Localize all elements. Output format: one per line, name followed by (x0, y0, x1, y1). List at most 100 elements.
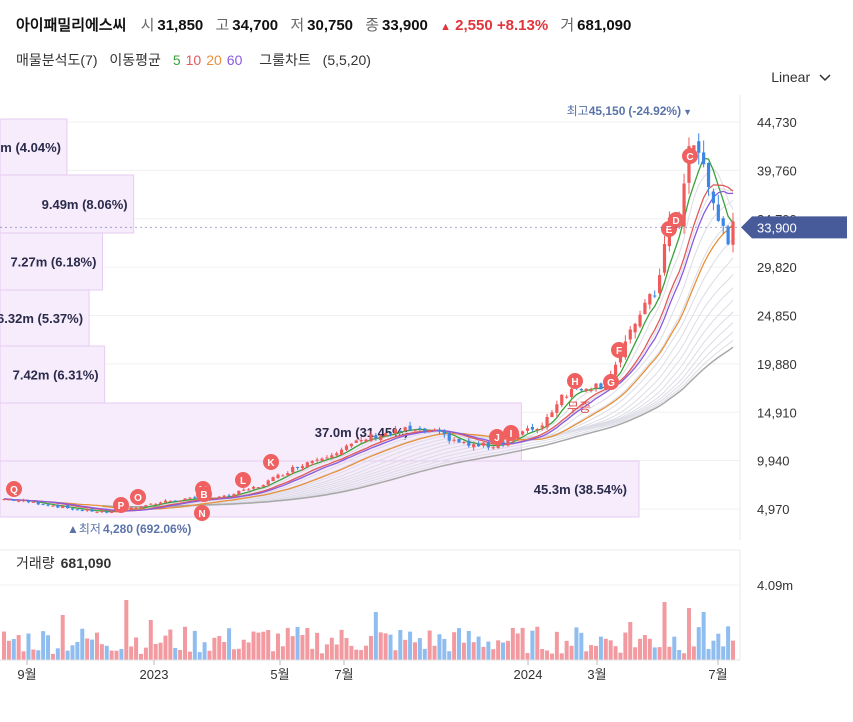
high-annotation: 최고45,150 (-24.92%) ▼ (567, 104, 692, 118)
price-tick-label: 44,730 (757, 115, 797, 130)
time-tick-label: 2023 (140, 667, 169, 682)
event-marker-label: G (607, 378, 615, 389)
candle-body (158, 502, 163, 504)
volume-bar (334, 644, 339, 660)
high-label: 고 (215, 17, 230, 34)
volume-bar (36, 650, 41, 660)
change-pct: +8.13% (496, 17, 549, 34)
candle-body (423, 428, 427, 433)
candle-body (75, 509, 79, 511)
volume-bar (691, 646, 696, 660)
candle-body (105, 511, 109, 513)
volume-bar (134, 637, 139, 660)
volume-bar (501, 642, 506, 660)
candle-body (325, 457, 329, 459)
volume-bar (21, 651, 26, 660)
candle-body (579, 389, 583, 391)
moving-average-toggle[interactable]: 이동평균 (109, 52, 161, 68)
candle-body (163, 500, 168, 503)
volume-bar (285, 627, 290, 660)
volume-bar (657, 647, 662, 660)
scale-dropdown[interactable]: Linear (771, 69, 831, 85)
candle-body (339, 449, 344, 455)
candle-body (344, 445, 349, 450)
low-annotation: ▲최저 4,280 (692.06%) (67, 522, 191, 536)
low-value: 30,750 (307, 17, 354, 34)
candle-body (266, 480, 270, 485)
volume-bar (579, 632, 584, 660)
close-value: 33,900 (382, 17, 428, 34)
volume-bar (329, 637, 334, 660)
volume-bar (505, 640, 510, 660)
volume-bar (398, 630, 403, 660)
volume-bar (373, 612, 378, 660)
candle-body (726, 226, 730, 245)
candle-body (472, 444, 476, 448)
candle-body (256, 487, 261, 489)
candle-body (364, 439, 368, 442)
candle-body (2, 499, 6, 501)
low-annotation-pct: (692.06%) (136, 522, 191, 536)
candle-body (535, 429, 539, 431)
candle-body (320, 458, 324, 461)
candle-body (628, 329, 632, 340)
volume-bar (368, 636, 373, 660)
event-marker-label: D (672, 216, 679, 227)
price-tick-label: 39,760 (757, 163, 797, 178)
volume-bar (310, 648, 315, 660)
volume-bar (163, 635, 168, 660)
event-marker-label: N (198, 509, 205, 520)
volume-bar (417, 638, 422, 660)
event-marker-label: P (118, 501, 125, 512)
candle-body (183, 498, 187, 501)
candle-body (540, 425, 544, 428)
event-marker (235, 472, 251, 488)
stock-name: 아이패밀리에스씨 (16, 17, 127, 34)
volume-bar (124, 600, 129, 660)
volume-bar (153, 644, 158, 660)
time-tick-label: 5월 (270, 667, 289, 682)
high-annotation-marker: ▼ (683, 107, 692, 117)
candle-body (80, 510, 84, 512)
candle-body (403, 427, 407, 431)
candle-body (178, 500, 182, 502)
volume-bar (608, 640, 613, 660)
volume-bar (158, 642, 163, 660)
volume-bar (320, 653, 325, 660)
candle-body (31, 501, 35, 503)
chart-annotations: 최고45,150 (-24.92%) ▼ ▲최저 4,280 (692.06%) 거래량… (16, 104, 793, 593)
candle-body (222, 495, 226, 498)
candle-body (658, 275, 662, 294)
candle-body (486, 442, 490, 448)
volume-bar (315, 632, 320, 660)
candle-body (41, 504, 45, 506)
volume-bar (618, 652, 623, 660)
volume-bar (457, 628, 462, 660)
volume-bar (2, 631, 6, 660)
event-marker-label: B (200, 490, 207, 501)
candle-body (276, 474, 280, 478)
price-axis: 44,73039,76034,79029,82024,85019,88014,9… (0, 115, 847, 517)
candle-body (232, 494, 236, 497)
group-chart-toggle[interactable]: 그룰차트 (259, 52, 311, 68)
price-tick-label: 4,970 (757, 502, 790, 517)
ma-period-10: 10 (185, 52, 202, 68)
volume-bar (530, 630, 535, 660)
candle-body (168, 500, 172, 502)
time-axis: 9월 2023 5월 7월 2024 3월 7월 (17, 660, 728, 682)
event-marker-label: H (571, 377, 578, 388)
volume-bar (549, 653, 554, 660)
volume-bar (706, 649, 711, 660)
event-marker (611, 342, 627, 358)
volume-bar (65, 650, 70, 660)
event-note: 무증 (567, 400, 591, 415)
volume-bar (207, 650, 212, 660)
volume-bar (202, 642, 207, 660)
volume-bar (686, 608, 691, 660)
volume-profile-toggle[interactable]: 매물분석도(7) (16, 52, 98, 68)
candle-body (95, 511, 99, 513)
volume-bar (461, 642, 466, 660)
volume-bar (412, 642, 417, 660)
volume-bar (677, 650, 682, 660)
candle-body (432, 430, 437, 432)
